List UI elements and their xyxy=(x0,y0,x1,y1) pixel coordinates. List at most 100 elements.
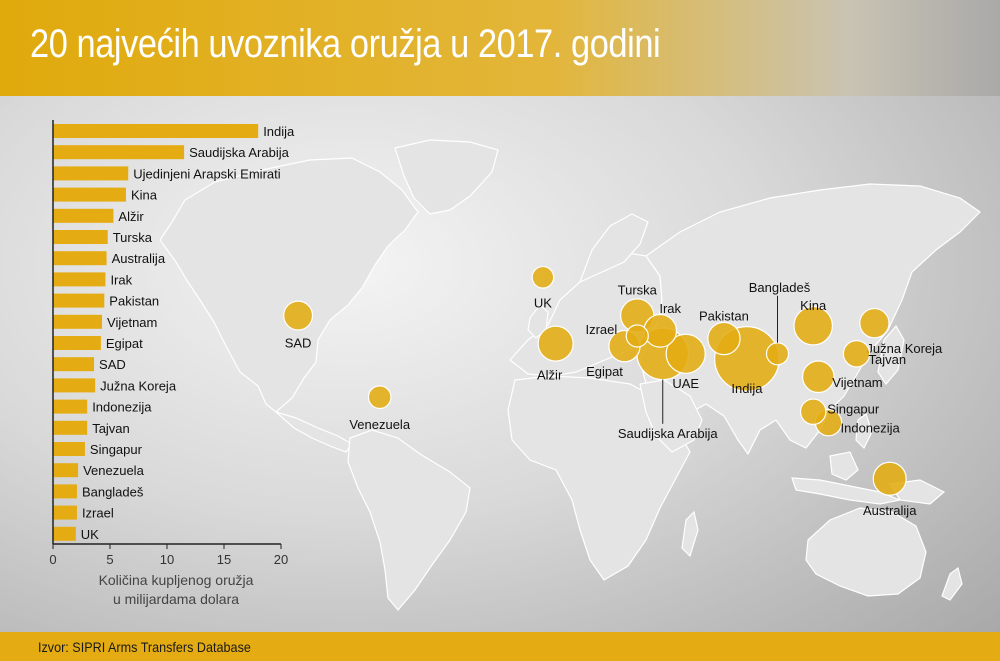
bar-label-9: Vijetnam xyxy=(107,315,157,330)
bar-label-12: Južna Koreja xyxy=(100,378,177,393)
bubble-label-3: Kina xyxy=(800,298,827,313)
bubble-label-10: Egipat xyxy=(586,364,623,379)
title-bar: 20 najvećih uvoznika oružja u 2017. godi… xyxy=(0,0,1000,96)
bar-15 xyxy=(53,442,85,456)
bubble-8 xyxy=(707,321,741,356)
bar-label-10: Egipat xyxy=(106,336,143,351)
map-africa xyxy=(507,375,691,581)
bar-19 xyxy=(53,526,76,541)
bar-18 xyxy=(53,505,77,520)
bubble-19 xyxy=(531,265,555,289)
bar-7 xyxy=(53,272,106,287)
bubble-map: Indija Saudijska Arabija UAE Kina Alžir Tursk… xyxy=(283,265,943,518)
bar-6 xyxy=(53,251,107,266)
bubble-label-14: Tajvan xyxy=(869,352,907,367)
bar-label-7: Irak xyxy=(110,272,132,287)
map-madagascar xyxy=(681,510,699,558)
bubble-label-8: Pakistan xyxy=(699,309,749,324)
bubble-7 xyxy=(643,313,678,348)
bubble-12 xyxy=(859,307,890,339)
x-tick-label-3: 15 xyxy=(217,552,231,567)
map-new-zealand xyxy=(941,566,963,601)
bubble-11 xyxy=(283,300,314,331)
bubble-label-15: Singapur xyxy=(827,402,880,417)
x-tick-label-4: 20 xyxy=(274,552,288,567)
bar-2 xyxy=(53,166,129,181)
bubble-label-7: Irak xyxy=(659,301,681,316)
bar-label-5: Turska xyxy=(113,230,153,245)
bar-8 xyxy=(53,293,105,308)
bar-label-19: UK xyxy=(81,527,99,542)
bar-label-13: Indonezija xyxy=(92,400,152,415)
map-indonesia xyxy=(791,477,903,505)
map-north-america xyxy=(159,157,419,413)
map-borneo xyxy=(829,451,859,481)
bar-10 xyxy=(53,336,101,350)
bubble-label-4: Alžir xyxy=(537,368,563,383)
bar-5 xyxy=(53,230,108,244)
map-south-america xyxy=(347,429,471,611)
bubble-label-5: Turska xyxy=(618,283,658,298)
bar-label-3: Kina xyxy=(131,188,158,203)
bar-label-15: Singapur xyxy=(90,442,143,457)
footer: Izvor: SIPRI Arms Transfers Database xyxy=(0,632,1000,661)
bar-13 xyxy=(53,399,88,414)
source-text: Izvor: SIPRI Arms Transfers Database xyxy=(38,639,251,655)
bar-12 xyxy=(53,378,96,393)
map-australia xyxy=(805,507,927,597)
bubble-label-16: Venezuela xyxy=(349,417,410,432)
bar-label-11: SAD xyxy=(99,357,126,372)
bar-0 xyxy=(53,124,259,138)
bubble-15 xyxy=(799,398,827,426)
x-axis-title-line-1: u milijardama dolara xyxy=(113,591,239,607)
bar-17 xyxy=(53,484,77,499)
map-japan xyxy=(877,324,905,385)
bubble-18 xyxy=(625,324,649,348)
bubble-label-13: Indonezija xyxy=(841,421,901,436)
x-tick-label-1: 5 xyxy=(106,552,113,567)
bar-label-14: Tajvan xyxy=(92,421,130,436)
chart-title: 20 najvećih uvoznika oružja u 2017. godi… xyxy=(30,22,661,66)
bubble-label-9: Vijetnam xyxy=(832,375,882,390)
bar-label-0: Indija xyxy=(263,124,295,139)
bubble-label-1: Saudijska Arabija xyxy=(618,426,718,441)
bubble-label-6: Australija xyxy=(863,503,917,518)
bubble-label-12: Južna Koreja xyxy=(866,341,943,356)
bubble-3 xyxy=(793,305,834,346)
bar-4 xyxy=(53,208,114,223)
bubble-label-11: SAD xyxy=(285,336,312,351)
bar-16 xyxy=(53,463,79,478)
map-central-america xyxy=(275,411,353,453)
bar-1 xyxy=(53,145,185,160)
bar-11 xyxy=(53,357,95,372)
map-greenland xyxy=(394,139,499,215)
map-scandinavia xyxy=(578,213,649,284)
map-philippines xyxy=(855,413,873,450)
x-axis-title-line-0: Količina kupljenog oružja xyxy=(99,572,254,588)
bubble-17 xyxy=(765,342,790,366)
bar-label-2: Ujedinjeni Arapski Emirati xyxy=(133,166,281,181)
bubble-4 xyxy=(537,325,574,362)
bubble-label-17: Bangladeš xyxy=(749,280,811,295)
bar-label-16: Venezuela xyxy=(83,463,144,478)
bubble-2 xyxy=(665,333,706,374)
bar-label-18: Izrael xyxy=(82,506,114,521)
bubble-14 xyxy=(842,340,871,368)
bubble-16 xyxy=(367,385,392,410)
x-tick-label-2: 10 xyxy=(160,552,174,567)
bubble-label-18: Izrael xyxy=(585,322,617,337)
map-arabia xyxy=(639,379,703,453)
bar-14 xyxy=(53,420,88,435)
bar-9 xyxy=(53,314,103,329)
bubble-label-0: Indija xyxy=(731,381,763,396)
bar-chart: Indija Saudijska Arabija Ujedinjeni Arapsk… xyxy=(53,124,295,542)
bar-label-1: Saudijska Arabija xyxy=(189,145,289,160)
bubble-label-2: UAE xyxy=(672,376,699,391)
bubble-label-19: UK xyxy=(534,295,552,310)
bar-label-6: Australija xyxy=(112,251,166,266)
bar-label-17: Bangladeš xyxy=(82,484,144,499)
bar-3 xyxy=(53,187,126,202)
bar-label-8: Pakistan xyxy=(109,294,159,309)
bubble-6 xyxy=(872,461,907,496)
